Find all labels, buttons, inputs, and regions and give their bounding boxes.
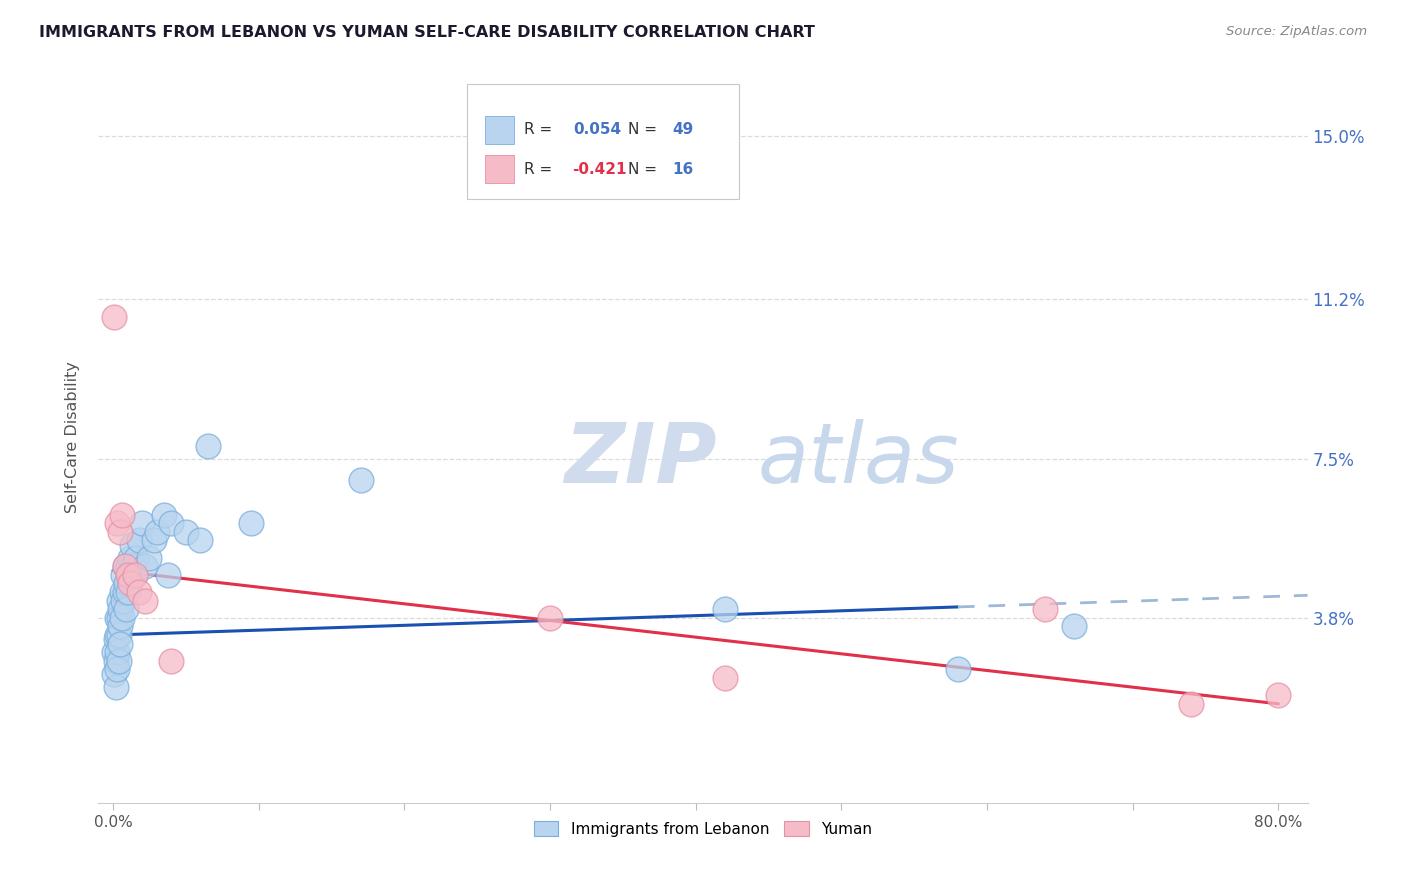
Point — [124, 567, 146, 582]
Point — [1063, 619, 1085, 633]
Point — [138, 550, 160, 565]
Point — [538, 611, 561, 625]
Point — [117, 559, 139, 574]
Point — [134, 559, 156, 574]
Point — [350, 473, 373, 487]
Point — [142, 533, 165, 548]
Bar — [485, 116, 515, 144]
Text: N =: N = — [628, 161, 657, 177]
Point — [105, 611, 128, 625]
Text: IMMIGRANTS FROM LEBANON VS YUMAN SELF-CARE DISABILITY CORRELATION CHART: IMMIGRANTS FROM LEBANON VS YUMAN SELF-CA… — [39, 25, 815, 40]
Point — [105, 645, 128, 659]
Point — [160, 516, 183, 530]
Point — [110, 637, 132, 651]
Point — [104, 632, 127, 647]
Point — [114, 585, 136, 599]
Point — [103, 645, 125, 659]
Point — [104, 654, 127, 668]
Text: atlas: atlas — [758, 418, 959, 500]
Text: N =: N = — [628, 122, 657, 137]
Point — [157, 567, 180, 582]
Point — [120, 576, 142, 591]
Point — [124, 567, 146, 582]
Text: 49: 49 — [672, 122, 695, 137]
Point — [103, 666, 125, 681]
Point — [1033, 602, 1056, 616]
Point — [111, 508, 134, 522]
Point — [121, 538, 143, 552]
Point — [714, 602, 737, 616]
Point — [134, 593, 156, 607]
Point — [115, 602, 138, 616]
Point — [153, 508, 176, 522]
Point — [105, 628, 128, 642]
Point — [1180, 697, 1202, 711]
Point — [118, 567, 141, 582]
Legend: Immigrants from Lebanon, Yuman: Immigrants from Lebanon, Yuman — [527, 814, 879, 843]
Point — [110, 619, 132, 633]
Point — [190, 533, 212, 548]
Y-axis label: Self-Care Disability: Self-Care Disability — [65, 361, 80, 513]
Point — [112, 567, 135, 582]
Point — [240, 516, 263, 530]
Point — [111, 611, 134, 625]
Point — [117, 567, 139, 582]
Point — [105, 662, 128, 676]
Point — [112, 593, 135, 607]
Point — [104, 680, 127, 694]
Point — [125, 550, 148, 565]
Point — [108, 654, 131, 668]
Point — [108, 628, 131, 642]
Point — [1267, 688, 1289, 702]
Text: ZIP: ZIP — [564, 418, 717, 500]
Point — [160, 654, 183, 668]
FancyBboxPatch shape — [467, 84, 740, 200]
Point — [174, 524, 197, 539]
Point — [131, 516, 153, 530]
Point — [946, 662, 969, 676]
Point — [714, 671, 737, 685]
Point — [120, 550, 142, 565]
Point — [110, 524, 132, 539]
Point — [114, 559, 136, 574]
Point — [145, 524, 167, 539]
Point — [128, 585, 150, 599]
Text: -0.421: -0.421 — [572, 161, 627, 177]
Text: R =: R = — [524, 161, 553, 177]
Point — [108, 611, 131, 625]
Bar — [485, 155, 515, 183]
Point — [114, 559, 136, 574]
Point — [115, 576, 138, 591]
Point — [108, 593, 131, 607]
Point — [110, 602, 132, 616]
Point — [197, 439, 219, 453]
Point — [105, 516, 128, 530]
Text: 16: 16 — [672, 161, 695, 177]
Point — [111, 585, 134, 599]
Point — [117, 585, 139, 599]
Text: 0.054: 0.054 — [574, 122, 621, 137]
Text: Source: ZipAtlas.com: Source: ZipAtlas.com — [1226, 25, 1367, 38]
Point — [128, 533, 150, 548]
Point — [122, 559, 145, 574]
Point — [103, 310, 125, 324]
Text: R =: R = — [524, 122, 553, 137]
